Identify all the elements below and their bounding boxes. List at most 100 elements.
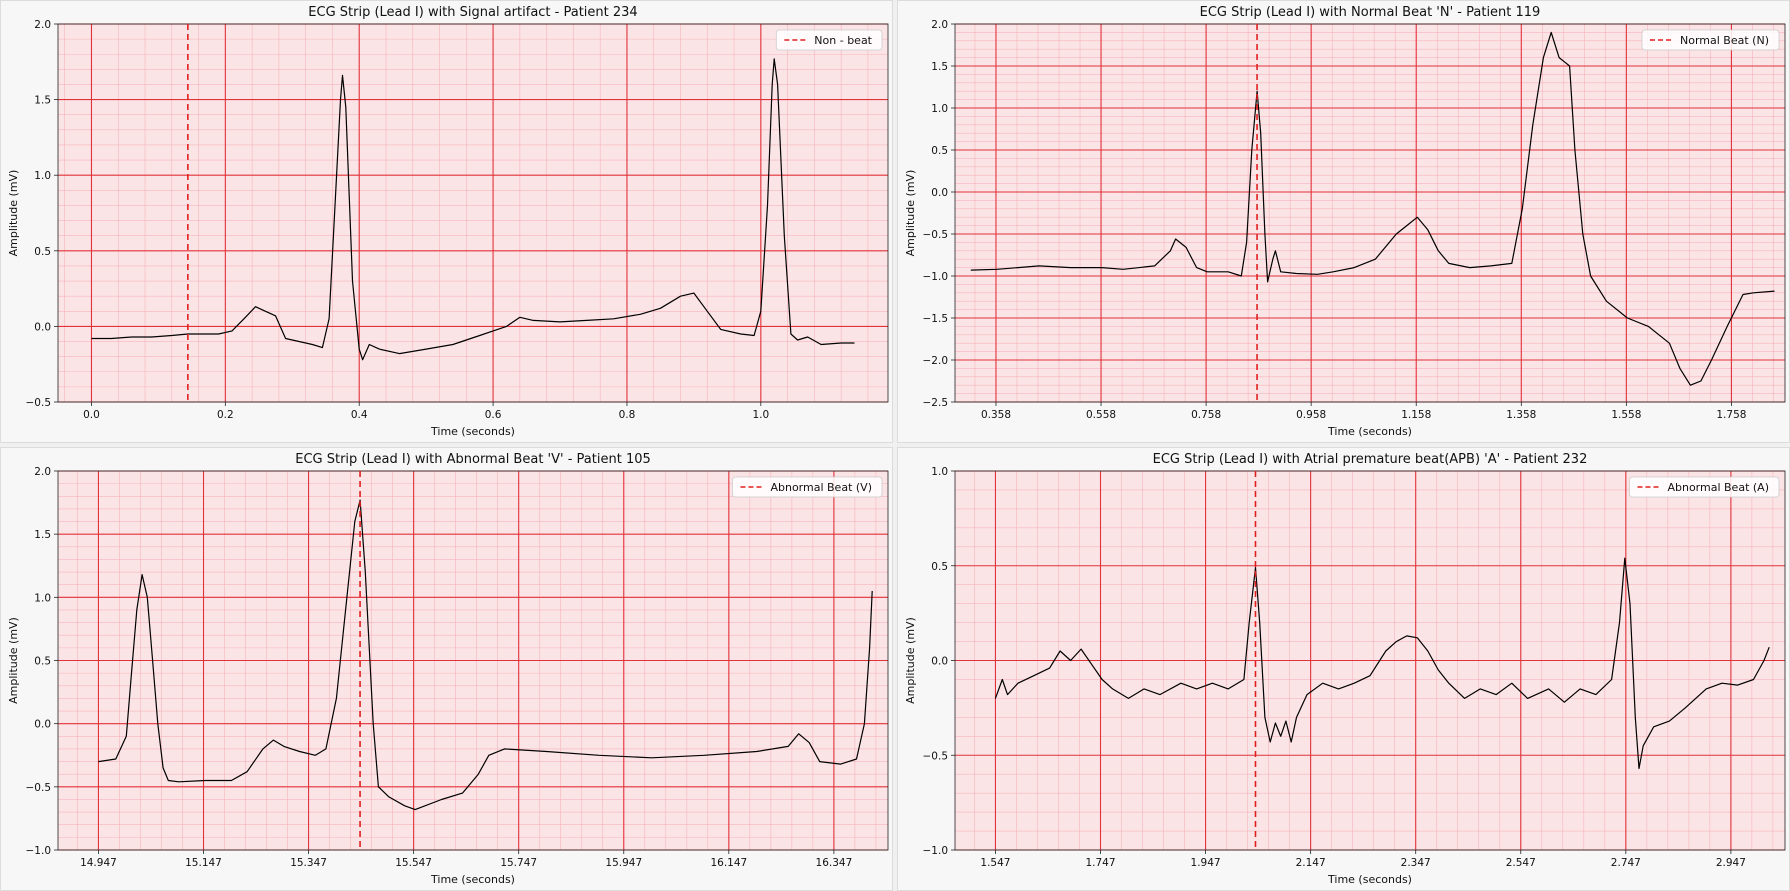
y-tick-label: −0.5 (26, 397, 52, 409)
legend-label: Non - beat (814, 34, 872, 47)
legend-box (1629, 476, 1780, 498)
chart-title: ECG Strip (Lead I) with Signal artifact … (308, 5, 637, 20)
x-tick-label: 0.758 (1191, 409, 1221, 421)
chart-panel-2: 0.358 0.558 0.758 0.958 1.158 1.358 1.558 1.758… (897, 0, 1790, 443)
x-tick-label: 1.558 (1611, 409, 1641, 421)
x-tick-label: 1.0 (752, 409, 769, 421)
x-tick-label: 2.147 (1296, 857, 1326, 869)
legend: Normal Beat (N) (1641, 29, 1780, 51)
y-axis-label: Amplitude (mV) (904, 170, 917, 257)
y-tick-label: −0.5 (923, 229, 949, 241)
chart-panel-3: 14.947 15.147 15.347 15.547 15.747 15.947 16.1… (0, 447, 893, 891)
y-tick-label: −1.0 (26, 845, 52, 857)
ecg-trace (98, 499, 873, 811)
legend-label: Abnormal Beat (A) (1667, 481, 1769, 494)
x-axis-label: Time (seconds) (1327, 425, 1412, 438)
x-tick-label: 0.8 (619, 409, 636, 421)
y-tick-label: 0.0 (931, 187, 948, 199)
chart-title: ECG Strip (Lead I) with Normal Beat 'N' … (1200, 5, 1541, 20)
y-tick-label: −1.0 (923, 271, 949, 283)
plot-area (955, 24, 1785, 402)
y-axis-label: Amplitude (mV) (7, 617, 20, 704)
y-tick-label: −0.5 (923, 750, 949, 762)
chart-title: ECG Strip (Lead I) with Atrial premature… (1153, 452, 1588, 467)
y-tick-label: −1.0 (923, 845, 949, 857)
y-tick-label: 1.0 (931, 466, 948, 478)
y-tick-label: 2.0 (931, 19, 948, 31)
x-tick-label: 0.358 (981, 409, 1011, 421)
x-tick-label: 1.547 (980, 857, 1010, 869)
legend-box (775, 29, 883, 51)
legend: Abnormal Beat (V) (732, 476, 883, 498)
x-tick-label: 16.147 (710, 857, 747, 869)
y-tick-label: 1.0 (34, 592, 51, 604)
x-tick-label: 0.558 (1086, 409, 1116, 421)
y-axis-label: Amplitude (mV) (7, 170, 20, 257)
ecg-trace (91, 58, 855, 361)
plot-area (58, 24, 888, 402)
y-axis-label: Amplitude (mV) (904, 617, 917, 704)
x-tick-label: 1.758 (1716, 409, 1746, 421)
x-tick-label: 14.947 (80, 857, 117, 869)
x-tick-label: 0.6 (485, 409, 502, 421)
y-tick-label: 0.0 (34, 321, 51, 333)
ecg-trace (994, 557, 1770, 770)
x-tick-label: 0.958 (1296, 409, 1326, 421)
x-tick-label: 0.2 (217, 409, 234, 421)
y-tick-label: 0.5 (931, 145, 948, 157)
y-tick-label: 0.5 (34, 246, 51, 258)
x-tick-label: 2.947 (1716, 857, 1746, 869)
y-tick-label: −2.0 (923, 355, 949, 367)
x-tick-label: 15.347 (290, 857, 327, 869)
axes-frame (954, 23, 1786, 403)
x-axis-label: Time (seconds) (430, 425, 515, 438)
x-tick-label: 15.747 (500, 857, 537, 869)
ecg-trace (970, 31, 1775, 386)
x-tick-label: 2.747 (1611, 857, 1641, 869)
legend: Non - beat (775, 29, 883, 51)
y-tick-label: 2.0 (34, 466, 51, 478)
ecg-chart-svg: 0.0 0.2 0.4 0.6 0.8 1.0 −0.5 0.0 0.5 1.0 1.5 2.0 ECG… (7, 5, 889, 438)
chart-title: ECG Strip (Lead I) with Abnormal Beat 'V… (295, 452, 651, 467)
x-tick-label: 1.158 (1401, 409, 1431, 421)
axes-frame (57, 23, 889, 403)
x-tick-label: 16.347 (816, 857, 853, 869)
y-tick-label: 0.0 (931, 656, 948, 668)
x-tick-label: 0.4 (351, 409, 368, 421)
y-tick-label: 0.5 (931, 561, 948, 573)
y-tick-label: 2.0 (34, 19, 51, 31)
y-tick-label: −2.5 (923, 397, 949, 409)
x-axis-label: Time (seconds) (1327, 873, 1412, 886)
chart-panel-4: 1.547 1.747 1.947 2.147 2.347 2.547 2.747 2.947… (897, 447, 1790, 891)
x-axis-label: Time (seconds) (430, 873, 515, 886)
y-tick-label: −0.5 (26, 782, 52, 794)
legend: Abnormal Beat (A) (1629, 476, 1780, 498)
x-tick-label: 2.347 (1401, 857, 1431, 869)
x-tick-label: 1.358 (1506, 409, 1536, 421)
y-tick-label: 1.5 (931, 61, 948, 73)
x-tick-label: 15.547 (395, 857, 432, 869)
y-tick-label: 1.0 (34, 170, 51, 182)
major-grid (955, 23, 1785, 403)
y-tick-label: 0.5 (34, 656, 51, 668)
y-tick-label: 1.5 (34, 95, 51, 107)
legend-box (1641, 29, 1780, 51)
y-tick-label: 1.5 (34, 529, 51, 541)
legend-label: Abnormal Beat (V) (770, 481, 872, 494)
chart-panel-1: 0.0 0.2 0.4 0.6 0.8 1.0 −0.5 0.0 0.5 1.0 1.5 2.0 ECG… (0, 0, 893, 443)
x-tick-label: 15.947 (605, 857, 642, 869)
x-tick-label: 1.947 (1191, 857, 1221, 869)
y-tick-label: −1.5 (923, 313, 949, 325)
y-tick-label: 0.0 (34, 719, 51, 731)
x-tick-label: 15.147 (185, 857, 222, 869)
ecg-chart-svg: 0.358 0.558 0.758 0.958 1.158 1.358 1.558 1.758… (904, 5, 1786, 438)
legend-label: Normal Beat (N) (1680, 34, 1769, 47)
x-tick-label: 0.0 (83, 409, 100, 421)
x-tick-label: 1.747 (1085, 857, 1115, 869)
ecg-chart-svg: 14.947 15.147 15.347 15.547 15.747 15.947 16.1… (7, 452, 889, 886)
y-tick-label: 1.0 (931, 103, 948, 115)
legend-box (732, 476, 883, 498)
x-tick-label: 2.547 (1506, 857, 1536, 869)
ecg-chart-svg: 1.547 1.747 1.947 2.147 2.347 2.547 2.747 2.947… (904, 452, 1786, 886)
